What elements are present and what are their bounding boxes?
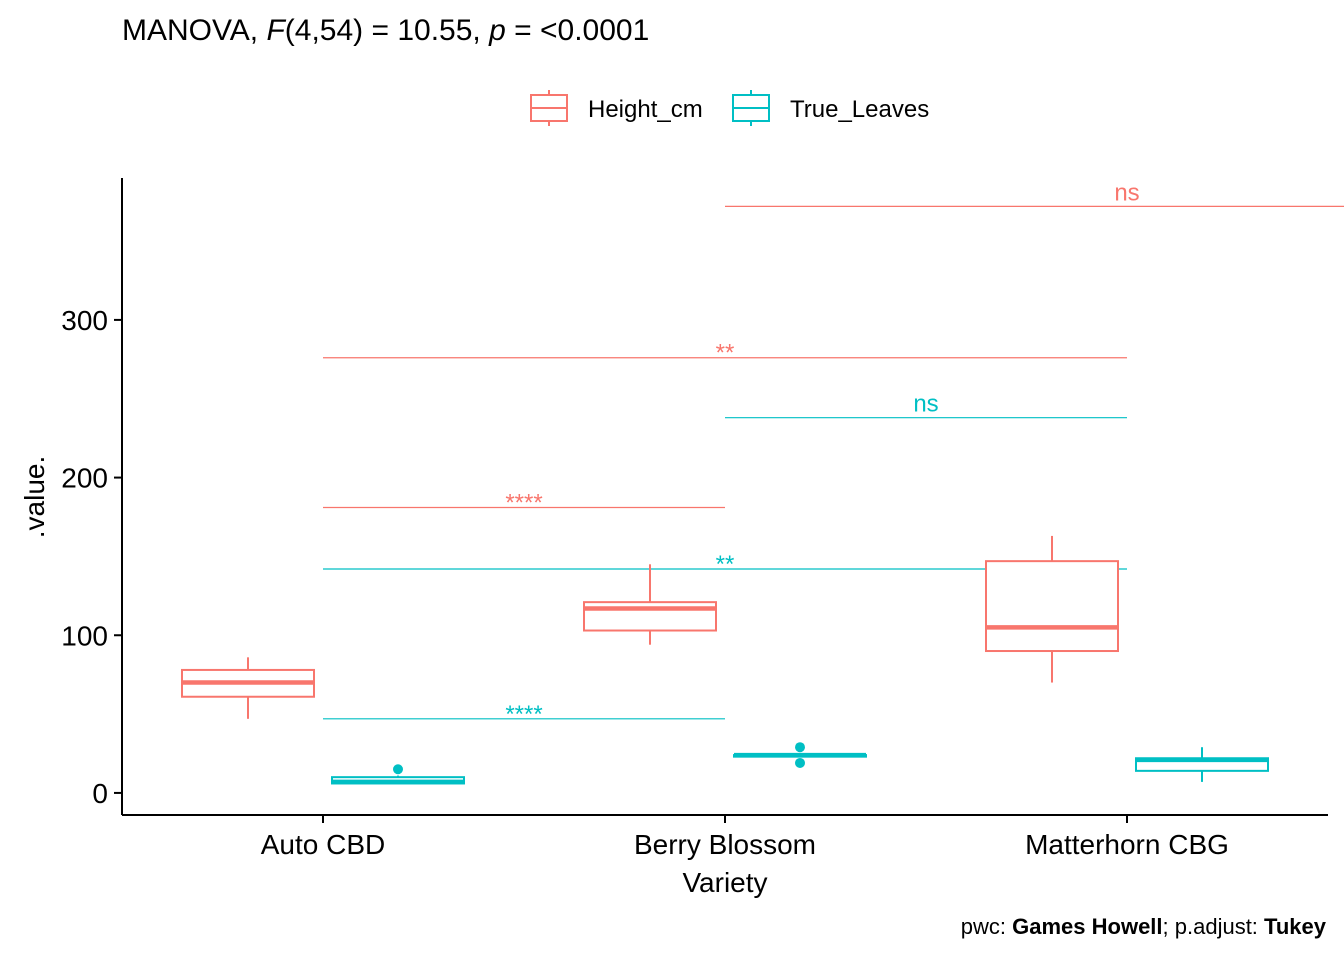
y-tick-label: 200 xyxy=(61,463,108,494)
significance-label: ns xyxy=(1114,179,1139,206)
significance-label: ** xyxy=(716,551,735,578)
box xyxy=(733,742,867,768)
y-axis: 0 100 200 300 xyxy=(61,178,123,815)
legend-item: True_Leaves xyxy=(732,90,929,126)
legend: Height_cm True_Leaves xyxy=(530,90,929,126)
outlier-point xyxy=(795,757,805,768)
x-axis-title: Variety xyxy=(682,867,767,898)
comparison: ns xyxy=(725,391,1127,419)
comparison: **** xyxy=(323,701,725,728)
x-axis: Auto CBD Berry Blossom Matterhorn CBG xyxy=(122,814,1328,860)
box xyxy=(1135,747,1269,782)
legend-label: Height_cm xyxy=(588,96,703,123)
series-Height_cm xyxy=(181,535,1119,719)
chart-title: MANOVA, F(4,54) = 10.55, p = <0.0001 xyxy=(122,14,649,47)
box xyxy=(331,764,465,785)
significance-label: ** xyxy=(716,340,735,367)
y-tick-label: 100 xyxy=(61,620,108,651)
legend-item: Height_cm xyxy=(530,90,703,126)
outlier-point xyxy=(795,742,805,753)
y-axis-title: .value. xyxy=(19,456,50,539)
comparison: ** xyxy=(323,340,1127,367)
box xyxy=(583,564,717,645)
outlier-point xyxy=(393,764,403,775)
significance-label: **** xyxy=(505,701,542,728)
boxplot-series xyxy=(181,535,1269,785)
series-True_Leaves xyxy=(331,742,1269,785)
legend-key xyxy=(732,90,770,126)
comparison: ns xyxy=(725,179,1344,207)
x-tick-label: Matterhorn CBG xyxy=(1025,829,1229,860)
caption: pwc: Games Howell; p.adjust: Tukey xyxy=(961,914,1327,939)
box xyxy=(181,657,315,719)
legend-key xyxy=(530,90,568,126)
y-tick-label: 0 xyxy=(92,778,108,809)
significance-label: **** xyxy=(505,490,542,517)
x-tick-label: Auto CBD xyxy=(261,829,386,860)
box-rect xyxy=(985,560,1119,653)
y-tick-label: 300 xyxy=(61,305,108,336)
legend-label: True_Leaves xyxy=(790,96,929,123)
significance-label: ns xyxy=(913,391,938,418)
box xyxy=(985,535,1119,683)
comparison-brackets: ns**ns********** xyxy=(323,179,1344,728)
x-tick-label: Berry Blossom xyxy=(634,829,816,860)
comparison: **** xyxy=(323,490,725,517)
